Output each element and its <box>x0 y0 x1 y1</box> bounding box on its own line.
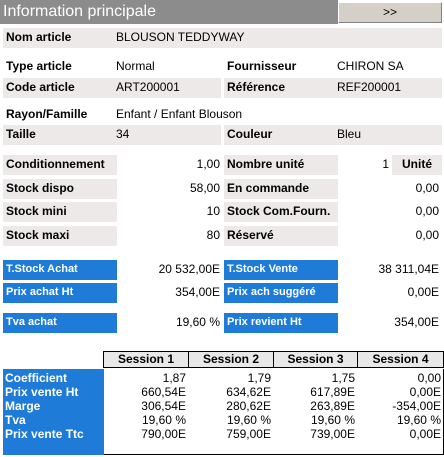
fournisseur-label: Fournisseur <box>227 59 297 73</box>
stock-mini-label: Stock mini <box>3 202 117 222</box>
prix-ach-suggere-value: 0,00E <box>407 285 439 299</box>
en-commande-label: En commande <box>224 179 338 199</box>
session-cell[interactable]: 790,00E <box>141 428 186 441</box>
session-cell[interactable]: 617,89E <box>310 386 355 399</box>
type-article-value[interactable]: Normal <box>116 59 155 73</box>
nom-article-value[interactable]: BLOUSON TEDDYWAY <box>113 28 442 48</box>
conditionnement-label: Conditionnement <box>3 155 117 175</box>
session-1-header: Session 1 <box>103 351 189 368</box>
couleur-label: Couleur <box>224 125 334 145</box>
session-2-header: Session 2 <box>189 351 274 368</box>
session-cell[interactable]: 19,60 % <box>226 414 271 427</box>
t-stock-achat-value: 20 532,00E <box>158 262 220 276</box>
reference-value[interactable]: REF200001 <box>334 78 442 98</box>
session-cell[interactable]: 0,00E <box>409 386 441 399</box>
rayon-famille-value[interactable]: Enfant / Enfant Blouson <box>116 107 243 121</box>
code-article-value[interactable]: ART200001 <box>113 78 221 98</box>
reference-label: Référence <box>224 78 334 98</box>
t-stock-achat-label: T.Stock Achat <box>3 260 117 280</box>
session-cell[interactable]: 1,75 <box>331 372 355 385</box>
prix-achat-ht-label: Prix achat Ht <box>3 283 117 303</box>
session-cell[interactable]: 19,60 % <box>396 414 441 427</box>
session-row-labels-panel <box>3 369 104 455</box>
session-cell[interactable]: 0,00 <box>417 372 441 385</box>
session-cell[interactable]: 280,62E <box>226 400 271 413</box>
coefficient-label: Coefficient <box>5 372 68 385</box>
nombre-unite-label: Nombre unité <box>224 155 338 175</box>
t-stock-vente-label: T.Stock Vente <box>224 260 338 280</box>
session-cell[interactable]: 739,00E <box>310 428 355 441</box>
session-cell[interactable]: 263,89E <box>310 400 355 413</box>
reserve-value[interactable]: 0,00 <box>415 228 439 242</box>
t-stock-vente-value: 38 311,04E <box>378 262 440 276</box>
tva-label: Tva <box>5 414 26 427</box>
tva-achat-label: Tva achat <box>3 313 117 333</box>
couleur-value[interactable]: Bleu <box>334 125 442 145</box>
session-cell[interactable]: 19,60 % <box>141 414 186 427</box>
page-title: Information principale <box>0 0 338 24</box>
type-article-label: Type article <box>6 59 72 73</box>
prix-vente-ttc-label: Prix vente Ttc <box>5 428 84 441</box>
stock-maxi-value[interactable]: 80 <box>206 228 220 242</box>
session-cell[interactable]: -354,00E <box>392 400 441 413</box>
taille-value[interactable]: 34 <box>113 125 221 145</box>
prix-revient-ht-label: Prix revient Ht <box>224 313 338 333</box>
nombre-unite-value[interactable]: 1 <box>382 157 389 171</box>
session-cell[interactable]: 1,79 <box>247 372 271 385</box>
session-cell[interactable]: 0,00E <box>409 428 441 441</box>
code-article-label: Code article <box>3 78 113 98</box>
fournisseur-value[interactable]: CHIRON SA <box>337 59 404 73</box>
taille-label: Taille <box>3 125 113 145</box>
stock-dispo-label: Stock dispo <box>3 179 117 199</box>
prix-achat-ht-value[interactable]: 354,00E <box>175 285 220 299</box>
session-cell[interactable]: 759,00E <box>226 428 271 441</box>
next-button[interactable]: >> <box>338 2 442 23</box>
session-4-header: Session 4 <box>358 351 444 368</box>
session-cell[interactable]: 660,54E <box>141 386 186 399</box>
session-3-header: Session 3 <box>274 351 358 368</box>
prix-ach-suggere-label: Prix ach suggéré <box>224 283 338 303</box>
stock-maxi-label: Stock maxi <box>3 226 117 246</box>
stock-com-fourn-label: Stock Com.Fourn. <box>224 202 338 222</box>
stock-dispo-value[interactable]: 58,00 <box>189 181 220 195</box>
prix-revient-ht-value: 354,00E <box>394 315 439 329</box>
conditionnement-value[interactable]: 1,00 <box>196 157 220 171</box>
prix-vente-ht-label: Prix vente Ht <box>5 386 79 399</box>
unite-label: Unité <box>392 155 442 175</box>
session-cell[interactable]: 1,87 <box>162 372 186 385</box>
tva-achat-value[interactable]: 19,60 % <box>175 315 220 329</box>
session-cell[interactable]: 19,60 % <box>310 414 355 427</box>
session-cell[interactable]: 306,54E <box>141 400 186 413</box>
stock-mini-value[interactable]: 10 <box>206 204 220 218</box>
session-cell[interactable]: 634,62E <box>226 386 271 399</box>
rayon-famille-label: Rayon/Famille <box>6 107 88 121</box>
nom-article-label: Nom article <box>3 28 113 48</box>
reserve-label: Réservé <box>224 226 338 246</box>
en-commande-value[interactable]: 0,00 <box>415 181 439 195</box>
marge-label: Marge <box>5 400 41 413</box>
stock-com-fourn-value[interactable]: 0,00 <box>415 204 439 218</box>
